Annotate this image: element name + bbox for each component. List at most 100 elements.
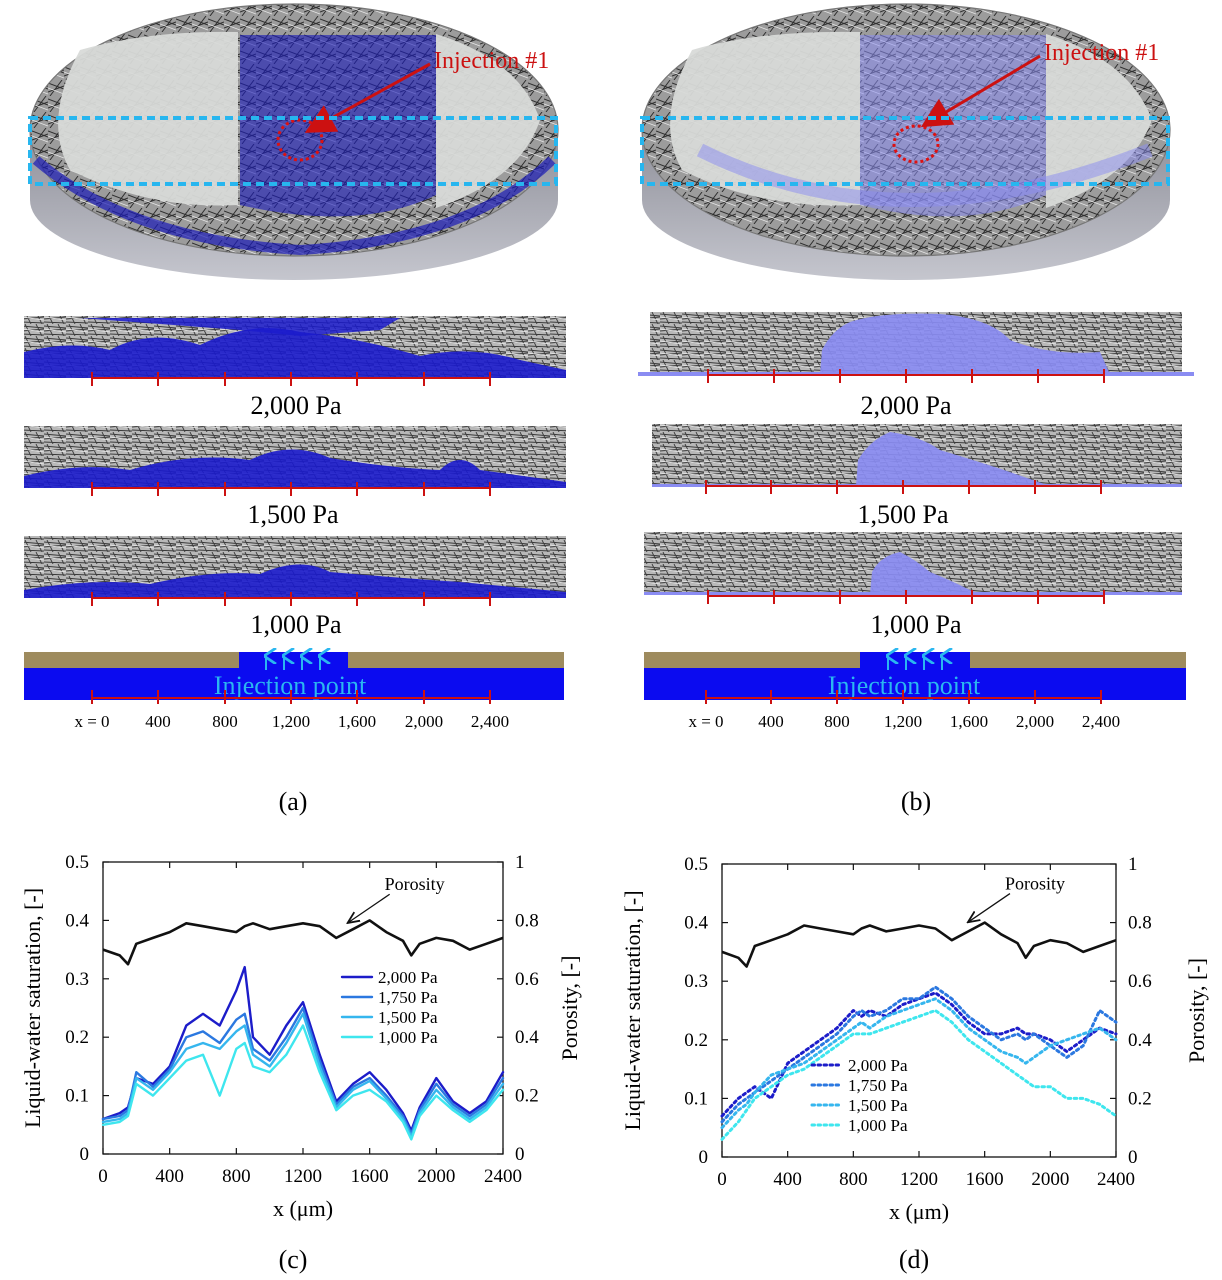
legend-label-2: 1,750 Pa: [848, 1076, 908, 1095]
x-tick-label: 1200: [900, 1169, 938, 1190]
injection-point-label-b: Injection point: [828, 671, 981, 700]
y2-tick-label: 0.4: [515, 1027, 539, 1048]
legend-label-4: 1,000 Pa: [378, 1028, 438, 1047]
y2-tick-label: 0.6: [1128, 971, 1152, 992]
scale-tick-a-0: x = 0: [74, 712, 109, 731]
y2-tick-label: 0.6: [515, 969, 539, 990]
series-line-1: [101, 965, 505, 1132]
series-line-4: [101, 1024, 505, 1141]
pressure-label-b-2000: 2,000 Pa: [861, 391, 952, 420]
cross-section-1500-b: 1,500 Pa: [652, 424, 1182, 529]
x-tick-label: 0: [717, 1169, 727, 1190]
legend-label-1: 2,000 Pa: [848, 1056, 908, 1075]
series-line-3: [101, 1012, 505, 1138]
injection-arrows-b: [888, 656, 942, 670]
y2-tick-label: 0.4: [1128, 1030, 1152, 1051]
x-axis-label: x (μm): [273, 1196, 333, 1221]
dashed-section-box-b: [640, 116, 1170, 186]
scale-tick-a-4: 1,600: [338, 712, 376, 731]
cross-section-1000-b: 1,000 Pa: [644, 532, 1182, 639]
x-axis-label: x (μm): [889, 1199, 949, 1224]
x-tick-label: 0: [98, 1166, 108, 1187]
porosity-annotation-label: Porosity: [1005, 874, 1065, 894]
series-line-4: [720, 1009, 1118, 1141]
injection-label-a: Injection #1: [434, 48, 549, 74]
scale-tick-a-2: 800: [212, 712, 238, 731]
caption-a: (a): [279, 787, 308, 816]
series-line-2: [101, 1006, 505, 1135]
y-tick-label: 0: [699, 1147, 709, 1168]
scale-tick-a-5: 2,000: [405, 712, 443, 731]
x-tick-label: 2400: [1097, 1169, 1135, 1190]
y2-axis-label: Porosity, [-]: [557, 956, 582, 1061]
injection-circle-a: [276, 118, 324, 162]
legend-label-3: 1,500 Pa: [378, 1008, 438, 1027]
y-tick-label: 0.5: [65, 852, 89, 873]
panel-a: Injection #1 2,000 Pa 1,500 Pa: [24, 3, 566, 816]
y-tick-label: 0.1: [65, 1086, 89, 1107]
scale-tick-a-3: 1,200: [272, 712, 310, 731]
injection-schematic-b: Injection point x = 0 400 800 1,200 1,60…: [644, 652, 1186, 731]
porosity-annotation-arrow: [349, 893, 391, 922]
porosity-annotation-label: Porosity: [385, 874, 445, 894]
panel-b: Injection #1 2,000 Pa 1,500 Pa: [638, 3, 1194, 816]
cross-section-2000-b: 2,000 Pa: [638, 312, 1194, 420]
chart-caption: (d): [899, 1245, 929, 1274]
scale-tick-b-4: 1,600: [950, 712, 988, 731]
scale-tick-a-1: 400: [145, 712, 171, 731]
y2-tick-label: 0.8: [1128, 913, 1152, 934]
x-tick-label: 1600: [351, 1166, 389, 1187]
chart-caption: (c): [279, 1245, 308, 1274]
scale-tick-b-2: 800: [824, 712, 850, 731]
y2-tick-label: 0.2: [515, 1086, 539, 1107]
pressure-label-a-1500: 1,500 Pa: [248, 500, 339, 529]
plot-frame: [721, 863, 1117, 1158]
pressure-label-b-1500: 1,500 Pa: [858, 500, 949, 529]
scale-tick-b-1: 400: [758, 712, 784, 731]
y-tick-label: 0.4: [684, 913, 708, 934]
injection-circle-b: [892, 124, 940, 164]
y2-axis-label: Porosity, [-]: [1184, 958, 1209, 1063]
y-tick-label: 0: [80, 1144, 90, 1165]
disk-3d-view-b: Injection #1: [640, 3, 1171, 280]
y2-tick-label: 0: [1128, 1147, 1138, 1168]
injection-schematic-a: Injection point x = 0 400 800 1,200 1,60…: [24, 652, 564, 731]
injection-label-b: Injection #1: [1044, 40, 1159, 66]
scale-tick-b-5: 2,000: [1016, 712, 1054, 731]
porosity-line: [721, 921, 1117, 968]
x-tick-label: 800: [222, 1166, 251, 1187]
pressure-label-a-1000: 1,000 Pa: [251, 610, 342, 639]
scale-ticks-a: x = 0 400 800 1,200 1,600 2,000 2,400: [74, 712, 509, 731]
scale-ticks-b: x = 0 400 800 1,200 1,600 2,000 2,400: [688, 712, 1120, 731]
x-tick-label: 1200: [284, 1166, 322, 1187]
legend-label-2: 1,750 Pa: [378, 988, 438, 1007]
cross-section-1000-a: 1,000 Pa: [24, 536, 566, 639]
dashed-section-box-a: [28, 116, 558, 186]
x-tick-label: 2000: [417, 1166, 455, 1187]
x-tick-label: 1600: [966, 1169, 1004, 1190]
pressure-label-b-1000: 1,000 Pa: [871, 610, 962, 639]
y-tick-label: 0.3: [65, 969, 89, 990]
pressure-label-a-2000: 2,000 Pa: [251, 391, 342, 420]
y2-tick-label: 0.8: [515, 910, 539, 931]
y2-tick-label: 0.2: [1128, 1088, 1152, 1109]
caption-b: (b): [901, 787, 931, 816]
scale-tick-b-6: 2,400: [1082, 712, 1120, 731]
injection-arrow-b: [920, 54, 1041, 128]
legend-label-3: 1,500 Pa: [848, 1096, 908, 1115]
x-tick-label: 400: [773, 1169, 802, 1190]
scale-tick-a-6: 2,400: [471, 712, 509, 731]
y2-tick-label: 1: [1128, 854, 1138, 875]
y-axis-label: Liquid-water saturation, [-]: [620, 890, 645, 1130]
chart-d: 0 400 800 1200 1600 2000 240000.10.20.30.40.50…: [620, 854, 1209, 1274]
x-tick-label: 2400: [484, 1166, 522, 1187]
y-tick-label: 0.2: [684, 1030, 708, 1051]
y-tick-label: 0.3: [684, 971, 708, 992]
disk-3d-view-a: Injection #1: [28, 3, 559, 280]
cross-section-2000-a: 2,000 Pa: [24, 316, 566, 420]
y2-tick-label: 0: [515, 1144, 525, 1165]
scale-tick-b-3: 1,200: [884, 712, 922, 731]
y-tick-label: 0.2: [65, 1027, 89, 1048]
porosity-line: [102, 919, 504, 966]
